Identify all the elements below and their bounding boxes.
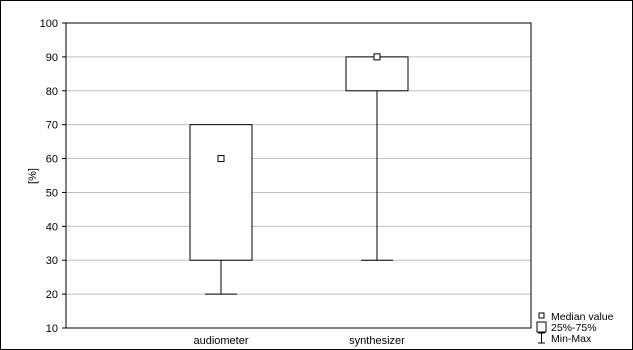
median-marker — [373, 53, 381, 61]
y-tick-label: 10 — [46, 323, 58, 335]
legend-label: 25%-75% — [551, 322, 597, 334]
y-tick-label: 70 — [46, 120, 58, 132]
y-tick-label: 80 — [46, 86, 58, 98]
iqr-box — [189, 124, 253, 261]
legend-box-symbol — [536, 321, 547, 333]
x-category-label: audiometer — [193, 335, 248, 347]
y-axis-ticks: 10 20 30 40 50 60 70 80 90 100 — [40, 18, 66, 335]
legend-median-symbol — [538, 312, 545, 319]
iqr-box — [345, 56, 409, 92]
y-tick-label: 100 — [40, 18, 58, 30]
legend-label: Median value — [551, 311, 614, 323]
y-tick-label: 40 — [46, 221, 58, 233]
median-marker — [217, 155, 225, 163]
legend-item: 25%-75% — [536, 321, 597, 334]
legend-item: Median value — [538, 311, 614, 323]
gridlines — [66, 56, 531, 295]
x-category-label: synthesizer — [349, 335, 405, 347]
y-tick-label: 90 — [46, 52, 58, 64]
plot-area — [65, 22, 532, 329]
y-tick-label: 50 — [46, 187, 58, 199]
legend-item: Min-Max — [538, 332, 592, 345]
legend-label: Min-Max — [551, 333, 592, 345]
legend-whisker-symbol — [538, 332, 545, 344]
x-axis-categories: audiometer synthesizer — [193, 335, 405, 347]
y-tick-label: 20 — [46, 289, 58, 301]
box-synthesizer — [345, 53, 409, 261]
y-tick-label: 60 — [46, 154, 58, 166]
boxes — [189, 53, 409, 295]
y-tick-label: 30 — [46, 255, 58, 267]
y-axis-label: [%] — [27, 168, 39, 184]
box-audiometer — [189, 124, 253, 295]
